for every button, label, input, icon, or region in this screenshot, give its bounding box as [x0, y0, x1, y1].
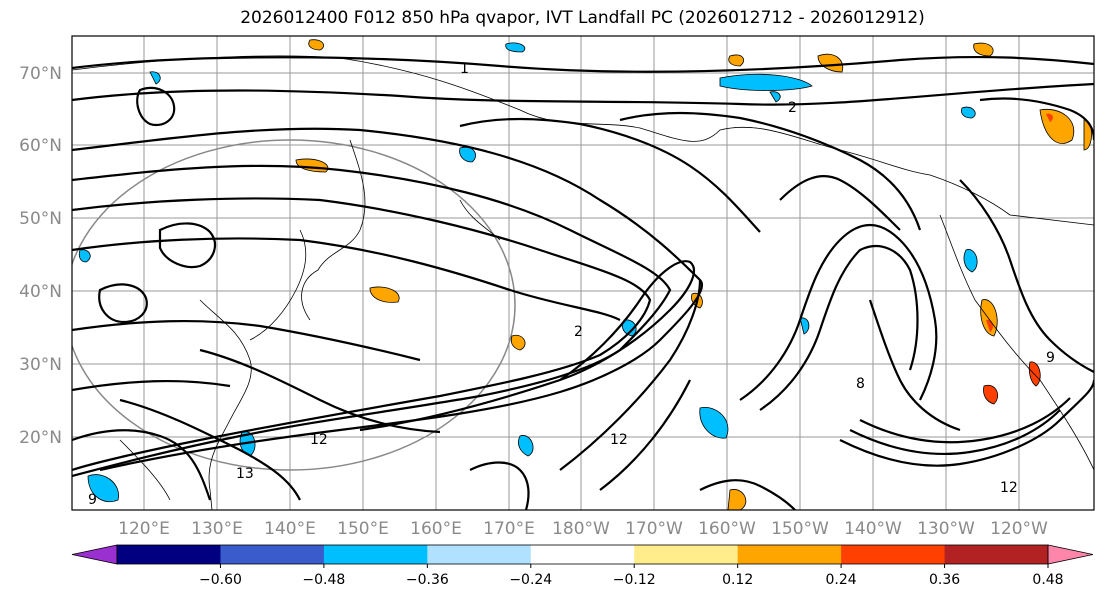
patch-red — [983, 384, 998, 405]
colorbar-segment — [220, 545, 325, 564]
colorbar-tick-label: 0.24 — [826, 572, 857, 588]
contour-label: 12 — [1000, 480, 1018, 496]
patch-orange — [980, 299, 998, 337]
latitude-label: 50°N — [19, 209, 62, 229]
latitude-label: 40°N — [19, 282, 62, 302]
longitude-label: 150°W — [771, 519, 829, 539]
contour-label: 1 — [460, 61, 469, 77]
colorbar: −0.60 −0.48 −0.36 −0.24 −0.12 0.12 0.24 0.36 0.4… — [71, 544, 1094, 588]
contour-labels: 1 2 2 12 12 12 13 9 8 9 — [88, 61, 1055, 508]
contour-label: 9 — [1046, 350, 1055, 366]
coastlines — [72, 55, 1094, 510]
colorbar-segment — [117, 545, 221, 564]
colorbar-extend-low — [71, 544, 118, 565]
longitude-label: 120°E — [118, 519, 170, 539]
colorbar-tick-label: −0.24 — [509, 572, 552, 588]
colorbar-segment — [944, 545, 1049, 564]
colorbar-tick-label: −0.60 — [199, 572, 242, 588]
longitude-label: 140°W — [844, 519, 902, 539]
patch-blue — [78, 249, 91, 263]
latitude-label: 30°N — [19, 355, 62, 375]
colorbar-segment — [427, 545, 532, 564]
colorbar-segment — [737, 545, 842, 564]
colorbar-tick-label: −0.48 — [302, 572, 345, 588]
contour-label: 8 — [856, 376, 865, 392]
latitude-label: 20°N — [19, 428, 62, 448]
patch-blue — [769, 91, 781, 103]
longitude-label: 160°W — [698, 519, 756, 539]
colorbar-tick-label: 0.36 — [929, 572, 960, 588]
latitude-label: 70°N — [19, 64, 62, 84]
patch-blue — [963, 249, 978, 273]
longitude-label: 130°W — [917, 519, 975, 539]
anomaly-fill-patches — [78, 39, 1092, 510]
contour-label: 2 — [574, 324, 583, 340]
patch-orange — [369, 286, 400, 303]
contours — [72, 55, 1094, 510]
colorbar-segment — [634, 545, 739, 564]
longitude-labels: 120°E 130°E 140°E 150°E 160°E 170°E 180°W 170°W… — [118, 519, 1048, 539]
colorbar-segment — [530, 545, 635, 564]
longitude-label: 160°E — [410, 519, 462, 539]
graticule — [72, 36, 1094, 510]
patch-blue — [799, 317, 810, 335]
patch-orange — [510, 334, 526, 351]
contour-label: 12 — [310, 432, 328, 448]
longitude-label: 140°E — [264, 519, 316, 539]
patch-blue — [699, 407, 729, 439]
contour-label: 2 — [788, 100, 797, 116]
patch-blue — [961, 106, 976, 119]
colorbar-frame — [116, 544, 1049, 565]
colorbar-tick-label: −0.12 — [613, 572, 656, 588]
colorbar-tick-label: 0.12 — [722, 572, 753, 588]
longitude-label: 130°E — [191, 519, 243, 539]
colorbar-tick-label: 0.48 — [1032, 572, 1063, 588]
colorbar-extend-high — [1047, 544, 1094, 565]
patch-blue — [622, 319, 637, 337]
patch-red — [1028, 361, 1041, 387]
longitude-label: 170°W — [625, 519, 683, 539]
longitude-label: 120°W — [990, 519, 1048, 539]
contour-label: 12 — [610, 432, 628, 448]
map-frame — [71, 35, 1095, 511]
patch-orange — [973, 42, 994, 57]
longitude-label: 180°W — [552, 519, 610, 539]
patch-red — [1046, 113, 1053, 122]
patch-blue — [87, 474, 119, 502]
colorbar-segment — [323, 545, 428, 564]
patch-blue — [505, 42, 526, 53]
latitude-labels: 70°N 60°N 50°N 40°N 30°N 20°N — [19, 64, 62, 448]
map-content: 1 2 2 12 12 12 13 9 8 9 — [72, 36, 1094, 510]
patch-red — [986, 319, 993, 332]
patch-orange — [817, 53, 844, 73]
longitude-label: 150°E — [337, 519, 389, 539]
patch-orange — [728, 54, 744, 67]
colorbar-tick-label: −0.36 — [406, 572, 449, 588]
region-circle — [72, 139, 516, 471]
patch-blue — [149, 71, 161, 85]
colorbar-segment — [841, 545, 946, 564]
map-title: 2026012400 F012 850 hPa qvapor, IVT Land… — [240, 8, 925, 28]
patch-orange — [308, 39, 324, 51]
patch-blue — [518, 435, 534, 457]
latitude-label: 60°N — [19, 136, 62, 156]
longitude-label: 170°E — [483, 519, 535, 539]
contour-label: 13 — [236, 466, 254, 482]
patch-orange — [727, 489, 747, 510]
contour-label: 9 — [88, 492, 97, 508]
patch-blue-arctic — [719, 73, 813, 91]
